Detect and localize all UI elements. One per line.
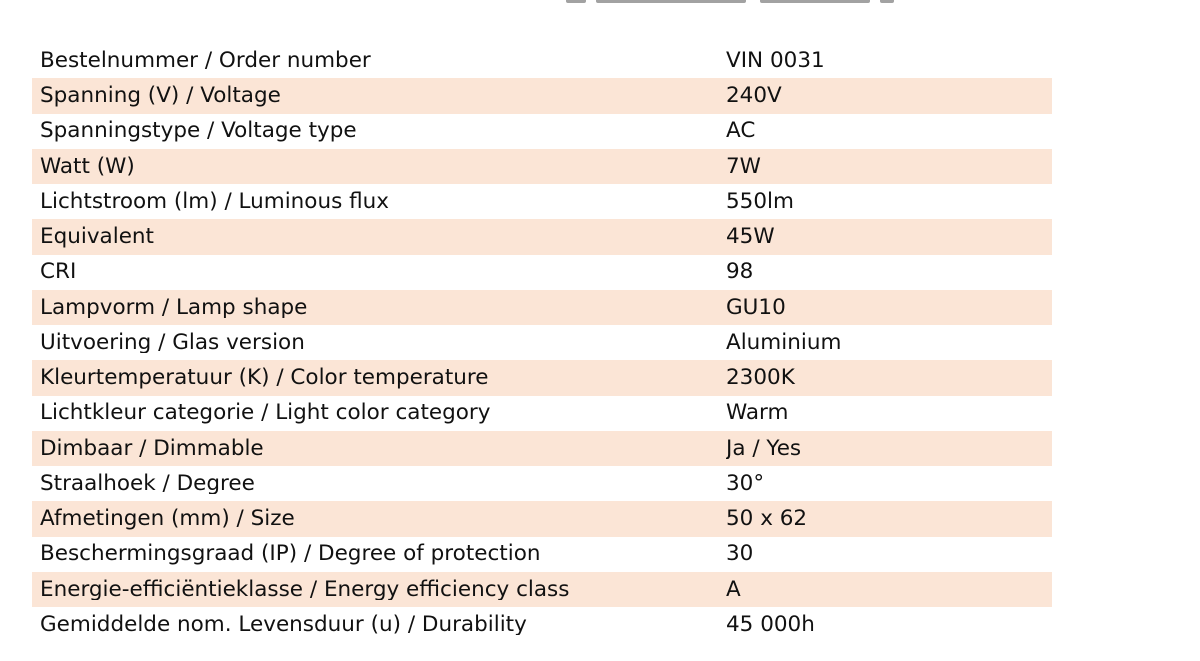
spec-row: Bestelnummer / Order number VIN 0031 <box>32 43 1052 78</box>
spec-value: 45 000h <box>726 613 815 636</box>
spec-label: Energie-efficiëntieklasse / Energy effic… <box>40 578 570 601</box>
spec-row: Gemiddelde nom. Levensduur (u) / Durabil… <box>32 607 1052 642</box>
spec-value: 550lm <box>726 190 794 213</box>
spec-label: Beschermingsgraad (IP) / Degree of prote… <box>40 543 541 565</box>
spec-value: AC <box>726 120 756 142</box>
spec-value: 2300K <box>726 367 795 389</box>
spec-value: A <box>726 578 741 601</box>
spec-value: 50 x 62 <box>726 508 808 530</box>
spec-label: Uitvoering / Glas version <box>40 331 305 354</box>
spec-label: CRI <box>40 261 77 283</box>
spec-label: Equivalent <box>40 226 154 248</box>
spec-row: Uitvoering / Glas version Aluminium <box>32 325 1052 360</box>
spec-row: Equivalent 45W <box>32 219 1052 255</box>
spec-value: 98 <box>726 261 754 283</box>
spec-label: Lichtkleur categorie / Light color categ… <box>40 402 491 424</box>
spec-row: Afmetingen (mm) / Size 50 x 62 <box>32 501 1052 537</box>
spec-label: Bestelnummer / Order number <box>40 49 371 72</box>
spec-row: Spanningstype / Voltage type AC <box>32 114 1052 149</box>
spec-label: Lichtstroom (lm) / Luminous flux <box>40 190 389 213</box>
spec-label: Dimbaar / Dimmable <box>40 437 264 460</box>
cropped-text-above <box>0 0 1200 3</box>
spec-value: 45W <box>726 226 775 248</box>
spec-row: Watt (W) 7W <box>32 148 1052 184</box>
spec-row: Straalhoek / Degree 30° <box>32 466 1052 501</box>
spec-label: Watt (W) <box>40 155 135 178</box>
spec-label: Spanningstype / Voltage type <box>40 120 357 142</box>
spec-row: CRI 98 <box>32 255 1052 290</box>
spec-label: Afmetingen (mm) / Size <box>40 508 295 530</box>
spec-value: Ja / Yes <box>726 437 802 460</box>
spec-row: Spanning (V) / Voltage 240V <box>32 78 1052 114</box>
spec-value: VIN 0031 <box>726 49 825 72</box>
spec-table: Bestelnummer / Order number VIN 0031 Spann… <box>32 43 1052 642</box>
spec-label: Lampvorm / Lamp shape <box>40 296 308 319</box>
spec-value: 240V <box>726 85 782 107</box>
spec-row: Beschermingsgraad (IP) / Degree of prote… <box>32 537 1052 572</box>
spec-value: 30° <box>726 472 765 495</box>
spec-label: Kleurtemperatuur (K) / Color temperature <box>40 367 489 389</box>
spec-row: Energie-efficiëntieklasse / Energy effic… <box>32 571 1052 607</box>
spec-row: Kleurtemperatuur (K) / Color temperature… <box>32 360 1052 396</box>
spec-row: Lichtstroom (lm) / Luminous flux 550lm <box>32 184 1052 219</box>
spec-label: Gemiddelde nom. Levensduur (u) / Durabil… <box>40 613 527 636</box>
spec-row: Lampvorm / Lamp shape GU10 <box>32 289 1052 325</box>
spec-value: Warm <box>726 402 789 424</box>
spec-value: 30 <box>726 543 754 565</box>
spec-row: Lichtkleur categorie / Light color categ… <box>32 396 1052 431</box>
spec-row: Dimbaar / Dimmable Ja / Yes <box>32 430 1052 466</box>
spec-value: Aluminium <box>726 331 842 354</box>
spec-value: GU10 <box>726 296 786 319</box>
spec-label: Spanning (V) / Voltage <box>40 85 281 107</box>
spec-label: Straalhoek / Degree <box>40 472 255 495</box>
spec-value: 7W <box>726 155 761 178</box>
